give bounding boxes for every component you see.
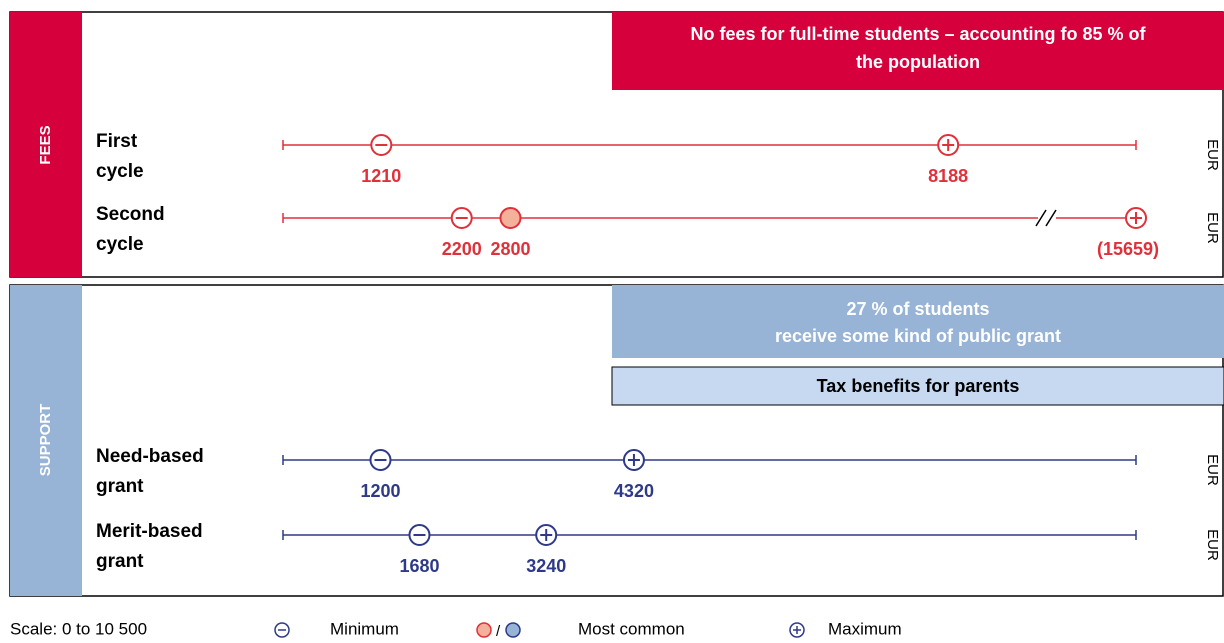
- min-marker: [370, 134, 393, 156]
- legend-marker: [274, 622, 290, 638]
- section-label: FEES: [37, 125, 54, 164]
- row-label: First: [96, 131, 138, 152]
- unit-label: EUR: [1204, 454, 1221, 486]
- unit-label: EUR: [1204, 139, 1221, 171]
- row-label: Second: [96, 204, 165, 225]
- row-label: cycle: [96, 161, 144, 182]
- unit-label: EUR: [1204, 529, 1221, 561]
- value-label: 8188: [928, 166, 968, 186]
- common-marker: [499, 207, 522, 229]
- max-marker: [1125, 207, 1147, 229]
- banner-text: the population: [856, 52, 980, 72]
- value-label: 1680: [399, 556, 439, 576]
- value-label: 2800: [490, 239, 530, 259]
- support-banner: [612, 285, 1224, 358]
- section-label: SUPPORT: [37, 404, 54, 477]
- value-label: 1210: [361, 166, 401, 186]
- value-label: (15659): [1097, 239, 1159, 259]
- fees-banner: [612, 12, 1224, 90]
- support-banner: [611, 366, 1224, 406]
- max-marker: [937, 134, 960, 156]
- value-label: 4320: [614, 481, 654, 501]
- scale-break: [1038, 210, 1056, 226]
- row-label: cycle: [96, 234, 144, 255]
- legend-text: Maximum: [828, 619, 902, 638]
- legend-marker: [505, 622, 521, 638]
- value-label: 3240: [526, 556, 566, 576]
- min-marker: [450, 207, 473, 229]
- banner-text: Tax benefits for parents: [817, 376, 1020, 396]
- row-label: Merit-based: [96, 521, 203, 542]
- legend-marker: [476, 622, 492, 638]
- marker-circle: [499, 207, 522, 229]
- support-sidebar: [10, 285, 82, 596]
- legend-text: Most common: [578, 619, 685, 638]
- banner-text: 27 % of students: [846, 299, 989, 319]
- row-label: grant: [96, 476, 144, 497]
- row-label: grant: [96, 551, 144, 572]
- row-label: Need-based: [96, 446, 204, 467]
- unit-label: EUR: [1204, 212, 1221, 244]
- legend-text: Minimum: [330, 619, 399, 638]
- scale-break: [1035, 209, 1047, 227]
- min-marker: [408, 524, 431, 546]
- marker-circle: [476, 622, 492, 638]
- min-marker: [369, 449, 392, 471]
- scale-break: [1045, 209, 1057, 227]
- max-marker: [622, 449, 645, 471]
- banner-text: No fees for full-time students – account…: [690, 24, 1146, 44]
- marker-circle: [505, 622, 521, 638]
- legend-text: Scale: 0 to 10 500: [10, 619, 147, 638]
- max-marker: [535, 524, 558, 546]
- legend-text: /: [496, 623, 501, 640]
- banner-text: receive some kind of public grant: [775, 326, 1061, 346]
- fees-sidebar: [10, 12, 82, 277]
- value-label: 1200: [360, 481, 400, 501]
- legend-marker: [789, 622, 805, 638]
- value-label: 2200: [442, 239, 482, 259]
